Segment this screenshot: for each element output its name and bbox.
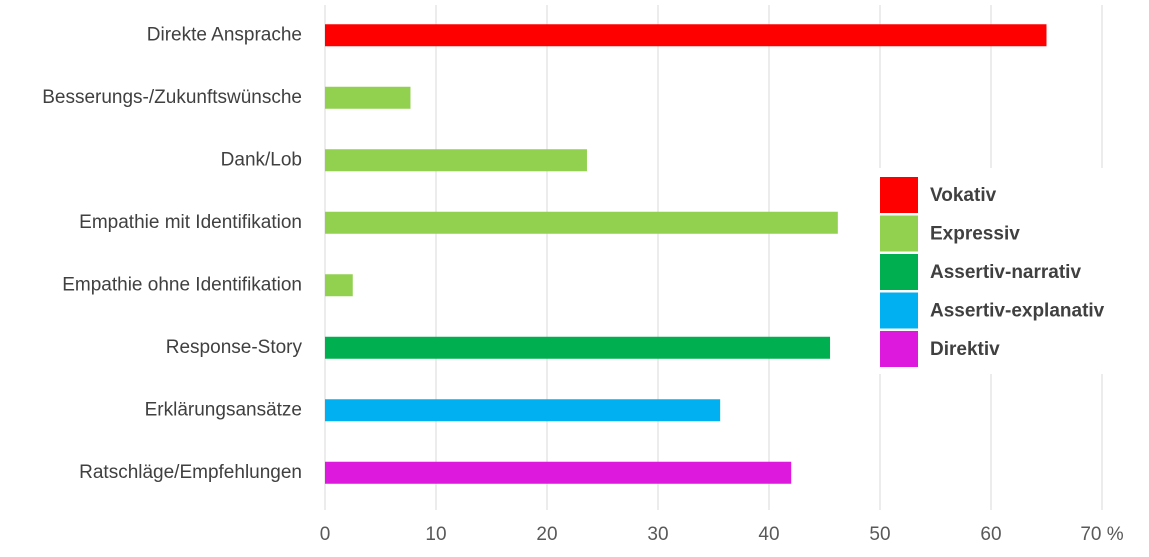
bar [325,399,721,422]
legend-label: Assertiv-explanativ [930,301,1105,322]
legend-swatch [880,177,918,213]
bar [325,24,1047,47]
y-tick-label: Ratschläge/Empfehlungen [79,462,302,483]
x-tick-label: 50 [869,524,890,545]
y-tick-label: Empathie mit Identifikation [79,212,302,233]
x-tick-label: 0 [320,524,331,545]
x-tick-label: 60 [980,524,1001,545]
y-tick-label: Response-Story [166,337,303,358]
x-tick-label: 20 [536,524,557,545]
bar [325,461,792,484]
x-tick-label: 40 [758,524,779,545]
legend-label: Expressiv [930,224,1020,245]
bar [325,211,838,234]
y-tick-label: Empathie ohne Identifikation [62,274,302,295]
legend-swatch [880,215,918,252]
y-tick-label: Direkte Ansprache [147,24,302,45]
legend-label: Assertiv-narrativ [930,262,1081,283]
legend-swatch [880,292,918,329]
legend-label: Direktiv [930,339,1000,360]
legend-label: Vokativ [930,185,997,206]
bar [325,336,831,359]
y-tick-label: Erklärungsansätze [145,399,302,420]
y-tick-label: Dank/Lob [221,149,302,170]
legend-swatch [880,254,918,290]
x-tick-label: 30 [647,524,668,545]
bar [325,86,411,109]
x-tick-label: 70 % [1080,524,1123,545]
bar [325,274,353,297]
y-tick-label: Besserungs-/Zukunftswünsche [42,87,302,108]
legend-swatch [880,331,918,367]
x-tick-label: 10 [425,524,446,545]
bar [325,149,587,172]
